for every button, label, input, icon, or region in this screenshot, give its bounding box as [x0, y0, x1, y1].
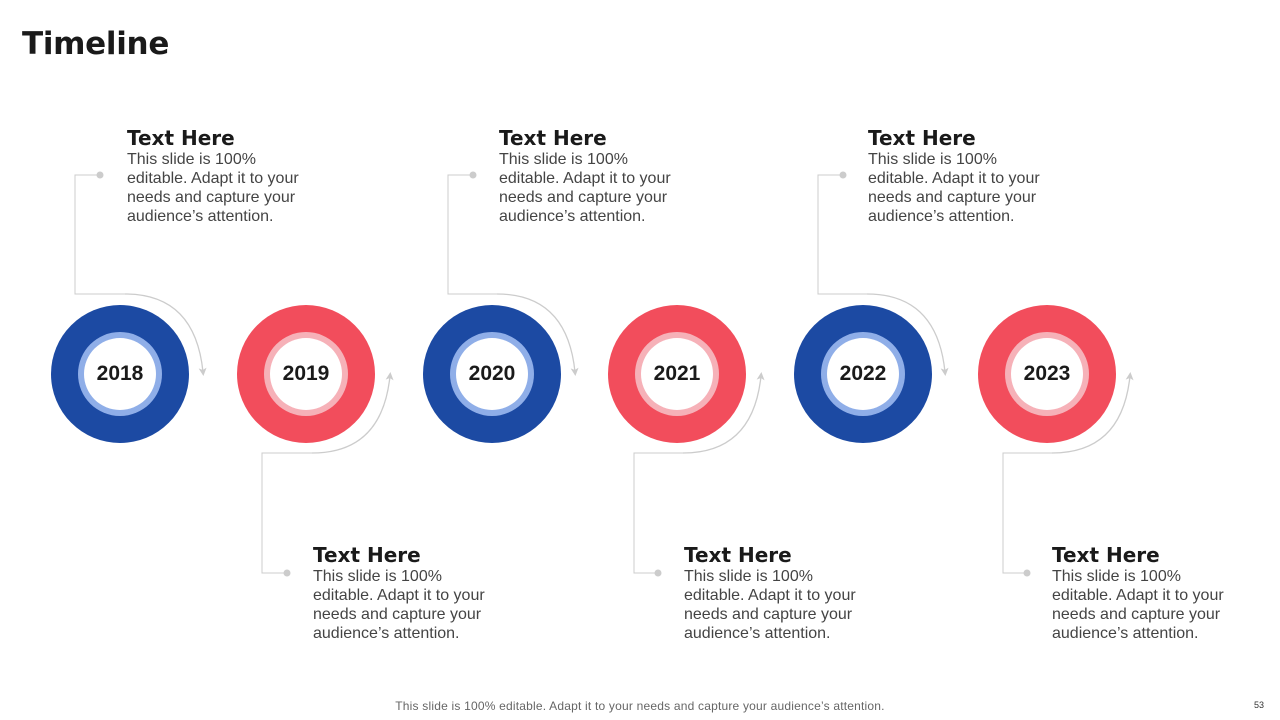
text-block-2021: Text Here This slide is 100% editable. A… [684, 543, 874, 643]
slide-footer: This slide is 100% editable. Adapt it to… [395, 699, 885, 713]
connector-2021 [633, 372, 765, 577]
connector-2018 [74, 171, 207, 376]
text-block-heading: Text Here [127, 126, 235, 150]
year-label: 2018 [84, 338, 156, 410]
text-block-body: This slide is 100% editable. Adapt it to… [868, 151, 1040, 225]
text-block-2018: Text Here This slide is 100% editable. A… [127, 126, 317, 226]
text-block-heading: Text Here [868, 126, 976, 150]
year-label: 2023 [1011, 338, 1083, 410]
year-label: 2022 [827, 338, 899, 410]
connector-2020 [447, 171, 579, 376]
text-block-heading: Text Here [1052, 543, 1160, 567]
text-block-heading: Text Here [684, 543, 792, 567]
text-block-2023: Text Here This slide is 100% editable. A… [1052, 543, 1242, 643]
timeline-node-2021: 2021 [608, 305, 746, 443]
connector-2019 [261, 372, 394, 577]
timeline-node-2018: 2018 [51, 305, 189, 443]
timeline-node-2023: 2023 [978, 305, 1116, 443]
timeline-node-2020: 2020 [423, 305, 561, 443]
connector-2022 [817, 171, 949, 376]
year-label: 2019 [270, 338, 342, 410]
text-block-body: This slide is 100% editable. Adapt it to… [499, 151, 671, 225]
timeline-node-2019: 2019 [237, 305, 375, 443]
text-block-body: This slide is 100% editable. Adapt it to… [684, 568, 856, 642]
page-number: 53 [1253, 700, 1264, 710]
text-block-2020: Text Here This slide is 100% editable. A… [499, 126, 689, 226]
text-block-heading: Text Here [499, 126, 607, 150]
connector-2023 [1002, 372, 1134, 577]
text-block-2022: Text Here This slide is 100% editable. A… [868, 126, 1058, 226]
text-block-body: This slide is 100% editable. Adapt it to… [127, 151, 299, 225]
year-label: 2020 [456, 338, 528, 410]
slide-title: Timeline [22, 26, 170, 62]
timeline-node-2022: 2022 [794, 305, 932, 443]
text-block-heading: Text Here [313, 543, 421, 567]
text-block-2019: Text Here This slide is 100% editable. A… [313, 543, 503, 643]
year-label: 2021 [641, 338, 713, 410]
text-block-body: This slide is 100% editable. Adapt it to… [313, 568, 485, 642]
text-block-body: This slide is 100% editable. Adapt it to… [1052, 568, 1224, 642]
